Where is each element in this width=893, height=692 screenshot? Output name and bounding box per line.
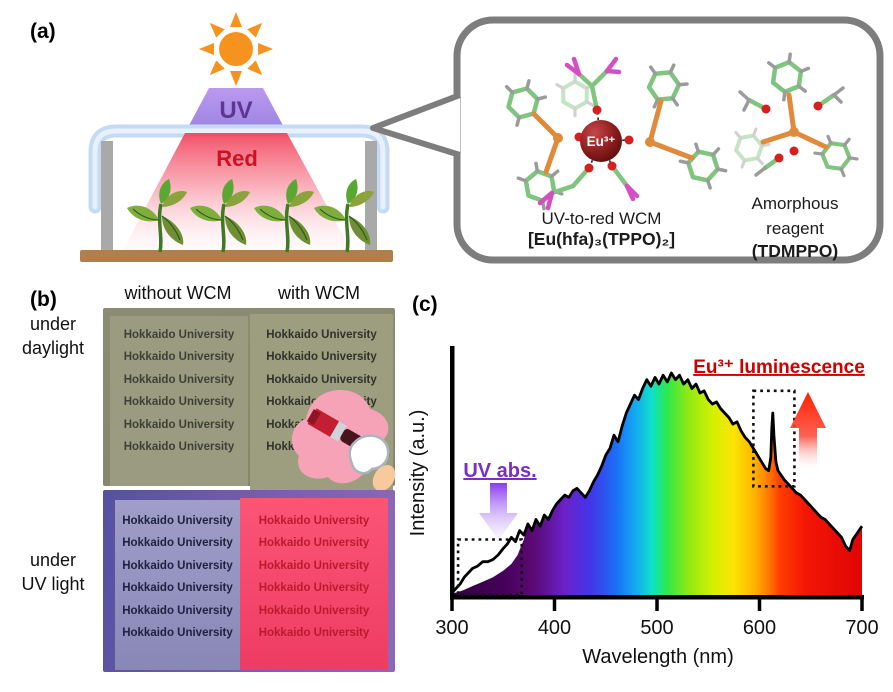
eu-complex-molecule: Eu³⁺	[498, 57, 729, 212]
row-label-daylight: under daylight	[21, 314, 85, 358]
photo-text-row: Hokkaido University	[266, 329, 377, 341]
uv-abs-arrow-icon	[479, 483, 518, 540]
wcm-formula: [Eu(hfa)₃(TPPO)₂]	[527, 229, 676, 249]
x-tick-label: 500	[640, 617, 673, 639]
photo-text-row: Hokkaido University	[122, 604, 233, 617]
reagent-name: (TDMPPO)	[751, 241, 839, 261]
uv-beam-label: UV	[219, 97, 252, 124]
photo-text-row: Hokkaido University	[258, 515, 370, 527]
photo-text-row: Hokkaido University	[122, 515, 233, 527]
film-with-wcm-uv: Hokkaido University Hokkaido University Ho…	[240, 498, 388, 670]
film-without-wcm-uv: Hokkaido University Hokkaido University Ho…	[115, 500, 240, 670]
eu-sphere	[580, 120, 622, 162]
paintbrush-illustration	[291, 389, 396, 492]
eu-luminescence-arrow-icon	[790, 392, 826, 472]
photo-text-row: Hokkaido University	[258, 604, 370, 617]
photo-text-row: Hokkaido University	[122, 559, 233, 572]
eu-sphere-label: Eu³⁺	[587, 134, 616, 149]
reagent-caption: Amorphous reagent	[751, 194, 839, 238]
photo-text-row: Hokkaido University	[258, 537, 370, 550]
photo-text-row: Hokkaido University	[258, 582, 370, 595]
photo-text-row: Hokkaido University	[266, 373, 377, 386]
uv-abs-label: UV abs.	[463, 460, 536, 482]
panel-a-illustration: UV Red	[80, 12, 884, 264]
photo-text-row: Hokkaido University	[123, 373, 235, 386]
y-axis-title: Intensity (a.u.)	[407, 410, 429, 537]
panel-b-label: (b)	[30, 288, 57, 311]
red-beam-label: Red	[216, 146, 258, 171]
film-without-wcm-daylight: Hokkaido University Hokkaido University Ho…	[110, 316, 248, 486]
spectrum-area	[452, 373, 862, 595]
photo-under-uv-light: Hokkaido University Hokkaido University Ho…	[103, 490, 395, 672]
greenhouse-post-left	[101, 141, 113, 252]
photo-text-row: Hokkaido University	[123, 418, 235, 431]
uv-abs-box	[456, 538, 524, 597]
sun-icon	[199, 12, 273, 86]
x-tick-label: 300	[435, 617, 468, 639]
tdmppo-molecule	[723, 51, 861, 182]
photo-text-row: Hokkaido University	[123, 396, 235, 409]
photo-under-daylight: Hokkaido University Hokkaido University Ho…	[103, 308, 396, 492]
panel-a-label: (a)	[30, 20, 56, 43]
photo-text-row: Hokkaido University	[123, 440, 235, 453]
x-tick-label: 400	[538, 617, 571, 639]
photo-text-row: Hokkaido University	[122, 537, 233, 550]
eu-luminescence-label: Eu³⁺ luminescence	[693, 357, 865, 378]
photo-text-row: Hokkaido University	[266, 351, 377, 364]
spectrum-line	[450, 371, 864, 594]
greenhouse-frame	[88, 124, 390, 214]
column-header-with-wcm: with WCM	[278, 283, 360, 303]
x-axis-title: Wavelength (nm)	[582, 646, 734, 668]
photo-text-row: Hokkaido University	[122, 626, 233, 639]
row-label-uv: under UV light	[21, 550, 85, 594]
uv-beam: UV	[185, 88, 287, 133]
spectrum-chart: 300 400 500 600 700 UV abs. Eu³⁺ luminescenc…	[407, 346, 879, 668]
x-tick-label: 600	[743, 617, 776, 639]
x-axis	[450, 595, 864, 600]
column-header-without-wcm: without WCM	[124, 283, 232, 303]
wrist	[372, 464, 396, 492]
eu-peak-box	[752, 389, 796, 488]
wcm-caption: UV-to-red WCM	[541, 209, 662, 228]
panel-c-label: (c)	[412, 293, 438, 316]
x-tick-label: 700	[845, 617, 878, 639]
ground	[80, 250, 393, 262]
photo-text-row: Hokkaido University	[123, 329, 235, 341]
photo-text-row: Hokkaido University	[122, 582, 233, 595]
glove	[348, 434, 390, 475]
y-axis	[450, 346, 455, 599]
photo-text-row: Hokkaido University	[123, 351, 235, 364]
photo-text-row: Hokkaido University	[258, 626, 370, 639]
x-axis-ticks: 300 400 500 600 700	[435, 599, 879, 639]
photo-text-row: Hokkaido University	[258, 559, 370, 572]
